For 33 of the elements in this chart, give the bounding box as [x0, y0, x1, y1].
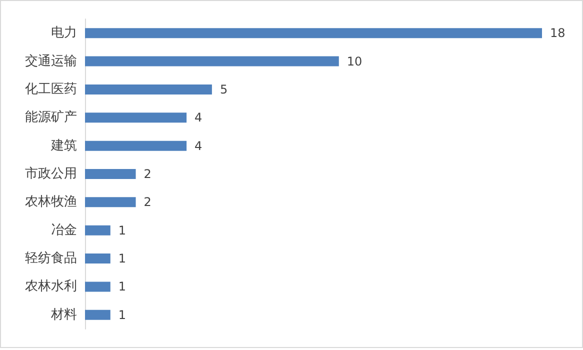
y-tick-label: 建筑	[50, 138, 77, 154]
bar	[85, 169, 136, 179]
data-label: 18	[550, 26, 566, 40]
bar	[85, 254, 110, 264]
data-label: 4	[194, 110, 202, 125]
y-tick-label: 市政公用	[25, 166, 77, 182]
y-tick-label: 农林牧渔	[25, 194, 77, 210]
bar	[85, 56, 339, 66]
bar	[85, 225, 110, 236]
y-tick-label: 能源矿产	[25, 110, 77, 126]
y-tick-label: 材料	[50, 307, 77, 322]
data-label: 1	[118, 308, 126, 322]
data-label: 10	[346, 54, 362, 68]
y-tick-label: 轻纺食品	[25, 251, 77, 266]
bar	[85, 112, 187, 123]
y-tick-label: 交通运输	[25, 52, 77, 69]
y-tick-label: 化工医药	[25, 82, 77, 97]
bar	[85, 84, 212, 94]
y-tick-label: 农林水利	[25, 279, 77, 294]
y-tick-label: 冶金	[51, 222, 77, 238]
bar	[85, 282, 110, 292]
data-label: 2	[144, 195, 152, 210]
bar	[85, 140, 187, 151]
bar	[85, 310, 110, 320]
bar	[85, 197, 136, 208]
y-tick-label: 电力	[51, 26, 77, 41]
data-label: 5	[220, 82, 228, 96]
data-label: 1	[118, 223, 126, 238]
bar	[85, 28, 542, 38]
data-label: 2	[144, 167, 152, 181]
data-label: 4	[194, 138, 202, 153]
data-label: 1	[118, 280, 126, 294]
data-label: 1	[118, 252, 126, 266]
